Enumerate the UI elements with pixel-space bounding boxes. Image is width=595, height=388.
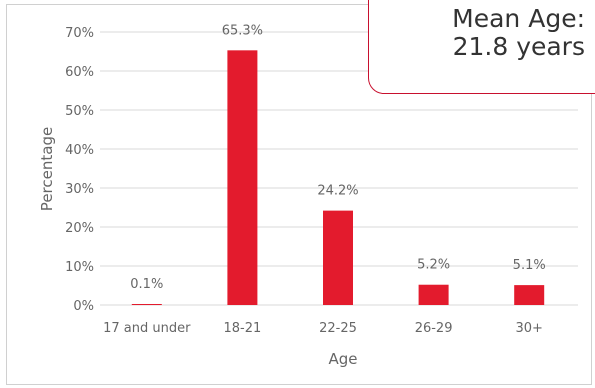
bar <box>323 210 353 305</box>
x-axis-title: Age <box>328 350 357 368</box>
data-label: 24.2% <box>317 184 358 199</box>
mean-age-label: Mean Age: <box>452 4 585 33</box>
y-tick-label: 20% <box>65 221 94 236</box>
mean-age-text: Mean Age: 21.8 years <box>452 5 585 61</box>
y-tick-label: 60% <box>65 65 94 80</box>
bar <box>514 285 545 305</box>
bars <box>131 50 545 305</box>
x-tick-label: 26-29 <box>415 321 453 336</box>
x-tick-labels: 17 and under 18-21 22-25 26-29 30+ <box>103 321 543 336</box>
x-tick-label: 22-25 <box>319 321 357 336</box>
y-axis-title: Percentage <box>38 127 56 211</box>
x-tick-label: 30+ <box>515 321 542 336</box>
bar <box>227 50 258 305</box>
mean-age-value: 21.8 years <box>452 32 585 61</box>
data-labels: 0.1% 65.3% 24.2% 5.2% 5.1% <box>130 23 545 292</box>
data-label: 5.2% <box>417 258 450 273</box>
data-label: 5.1% <box>513 258 546 273</box>
y-tick-label: 70% <box>65 26 94 41</box>
y-tick-label: 30% <box>65 182 94 197</box>
y-tick-label: 10% <box>65 260 94 275</box>
data-label: 0.1% <box>130 277 163 292</box>
y-tick-label: 50% <box>65 104 94 119</box>
y-tick-label: 40% <box>65 143 94 158</box>
bar <box>131 304 162 305</box>
bar <box>418 284 449 305</box>
y-tick-label: 0% <box>73 299 94 314</box>
data-label: 65.3% <box>222 23 263 38</box>
y-tick-labels: 0% 10% 20% 30% 40% 50% 60% 70% <box>65 26 94 314</box>
x-tick-label: 18-21 <box>224 321 262 336</box>
x-tick-label: 17 and under <box>103 321 191 336</box>
mean-age-callout: Mean Age: 21.8 years <box>368 0 595 94</box>
